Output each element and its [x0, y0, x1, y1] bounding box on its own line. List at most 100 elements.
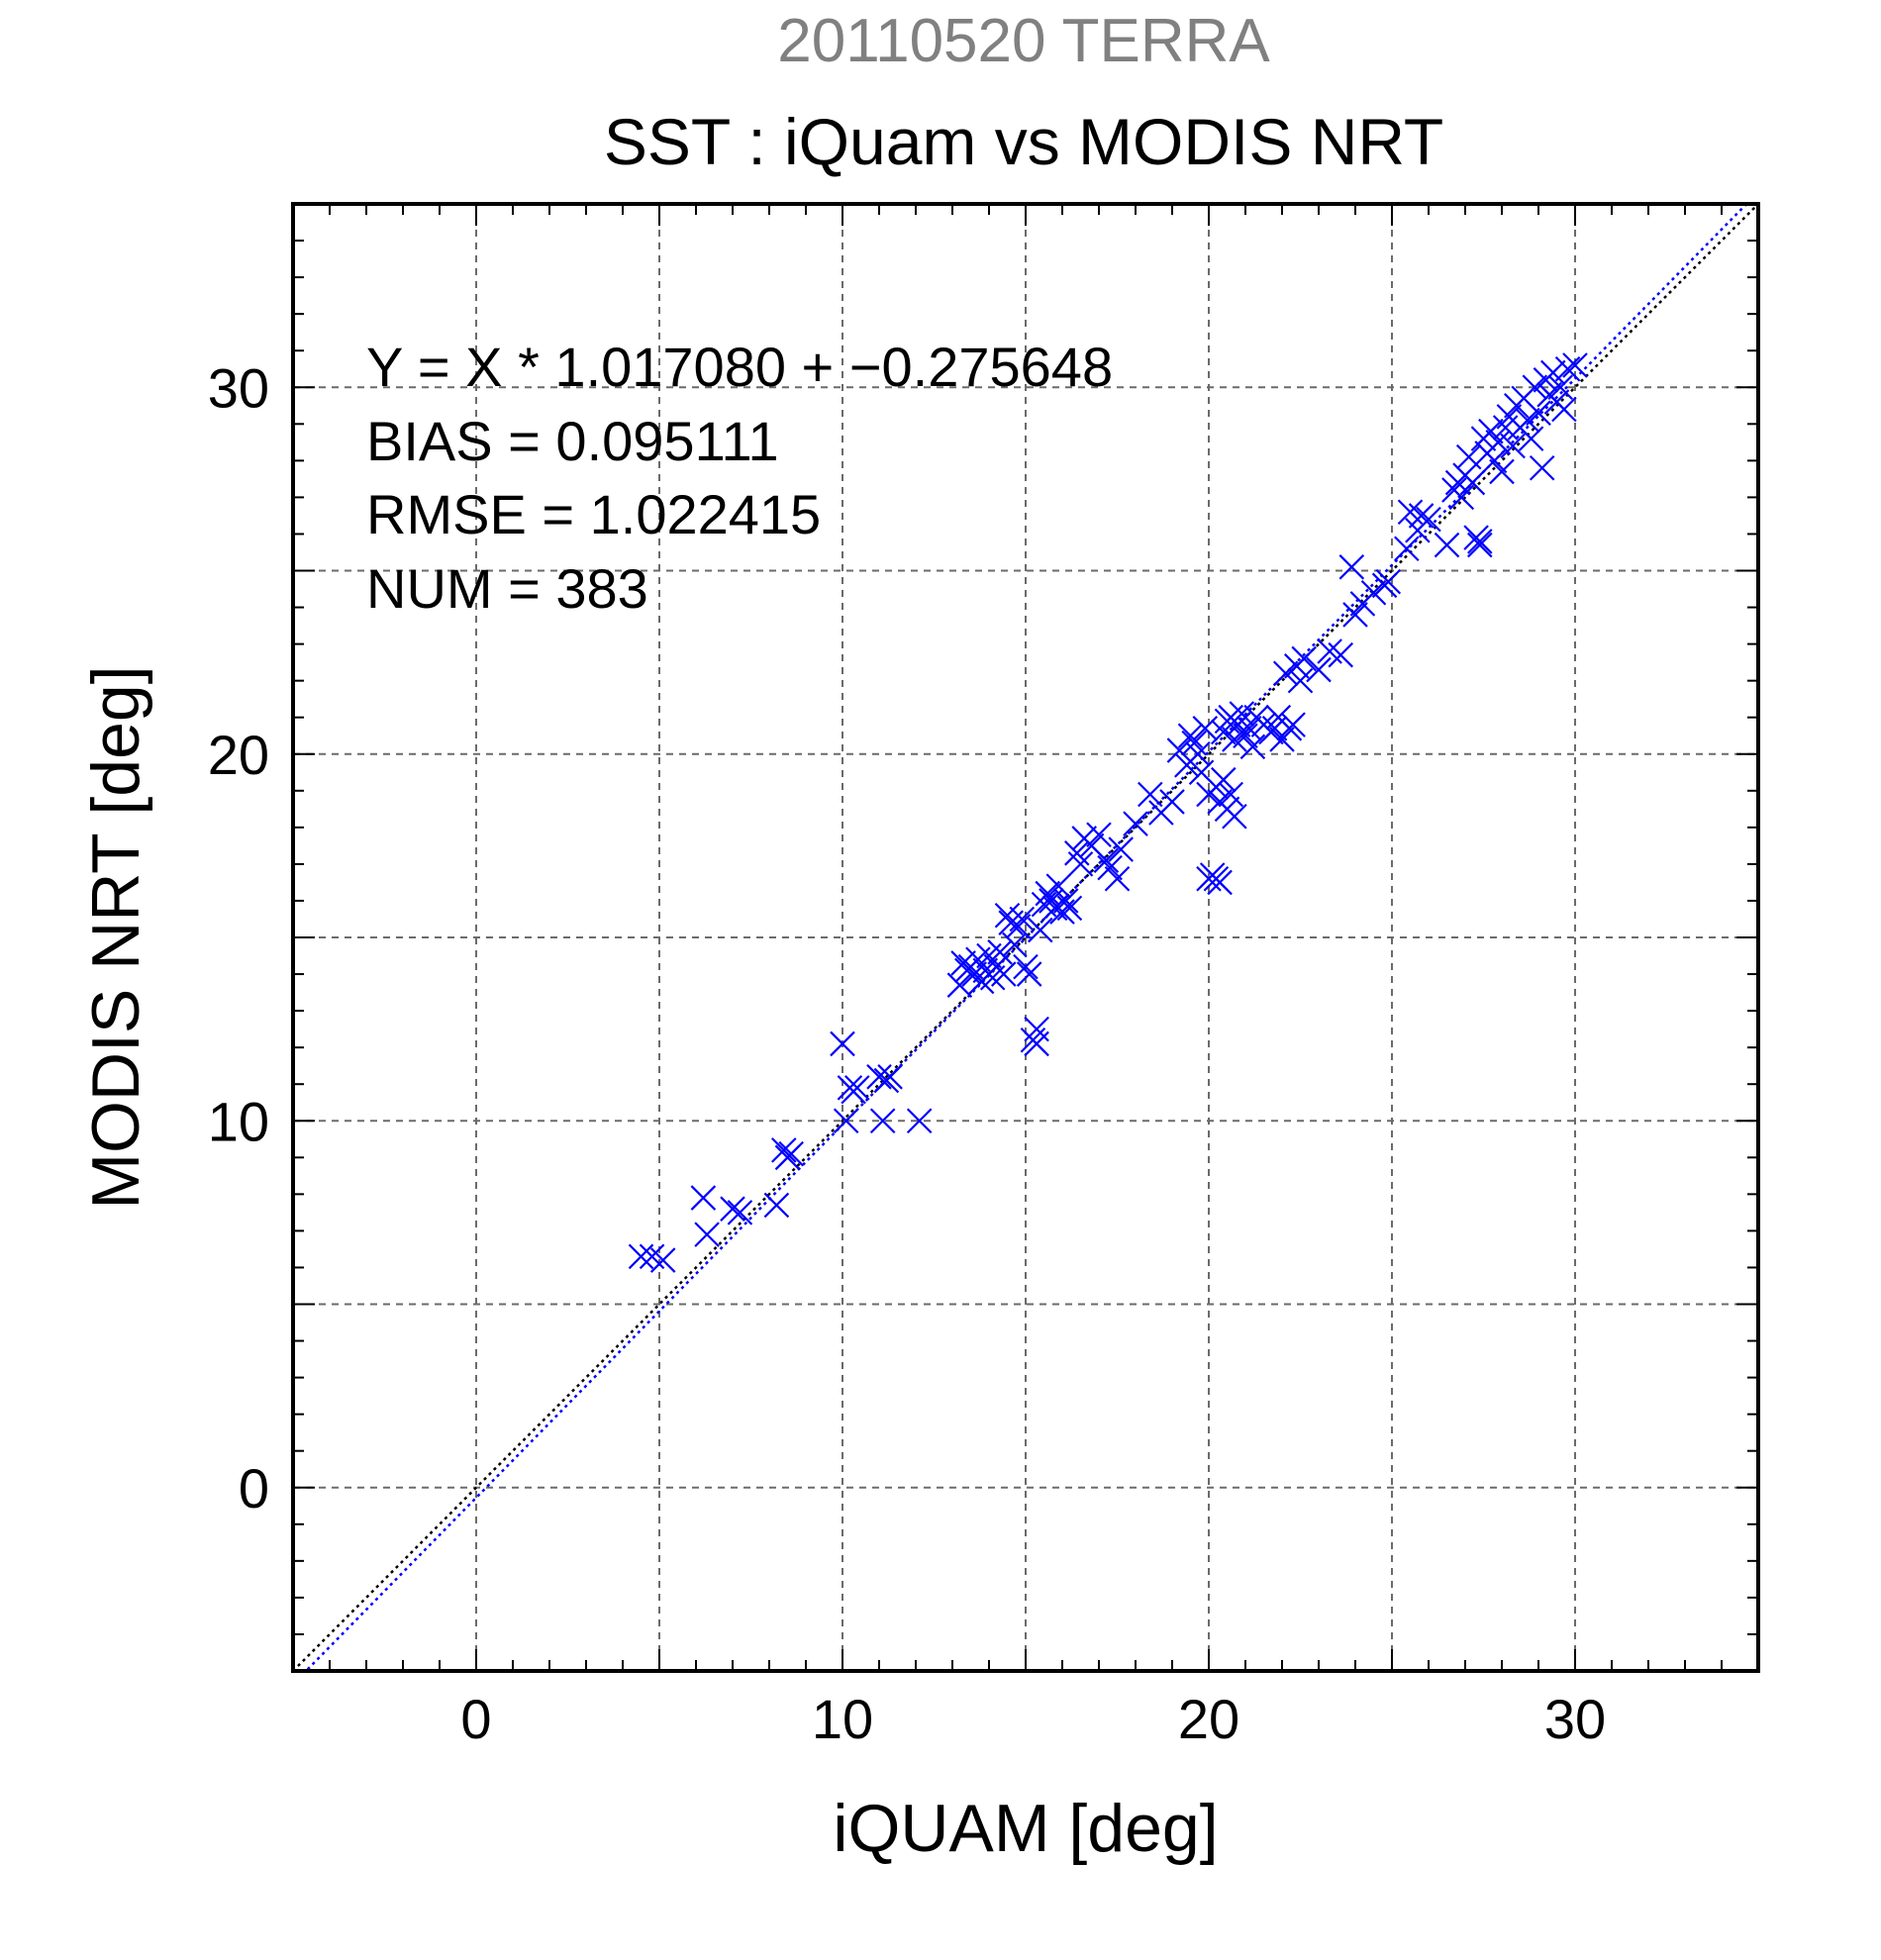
scatter-point — [906, 1108, 933, 1134]
y-tick-label: 10 — [208, 1090, 269, 1152]
scatter-point — [1291, 645, 1317, 672]
scatter-point — [1518, 426, 1544, 451]
scatter-point — [1448, 484, 1475, 511]
scatter-point — [1467, 529, 1493, 554]
grid — [293, 204, 1758, 1671]
x-tick-label: 20 — [1178, 1688, 1239, 1750]
scatter-points — [628, 352, 1588, 1273]
scatter-point — [1522, 374, 1548, 401]
scatter-point — [1434, 532, 1460, 558]
scatter-point — [1554, 355, 1581, 382]
scatter-point — [1222, 803, 1247, 830]
scatter-point — [1123, 811, 1148, 836]
plot-frame — [291, 202, 1760, 1673]
chart-subtitle: 20110520 TERRA — [777, 7, 1270, 75]
scatter-point — [987, 939, 1013, 965]
x-tick-label: 0 — [460, 1688, 491, 1750]
scatter-point — [1108, 836, 1134, 862]
y-tick-label: 30 — [208, 356, 269, 419]
scatter-point — [869, 1108, 896, 1134]
scatter-point — [1529, 454, 1555, 481]
scatter-point — [694, 1222, 720, 1247]
fit-line — [304, 204, 1749, 1671]
x-tick-labels: 0 10 20 30 — [460, 1688, 1606, 1750]
chart-title: SST : iQuam vs MODIS NRT — [604, 105, 1443, 178]
scatter-point — [1416, 506, 1441, 533]
scatter-point — [1086, 822, 1112, 848]
scatter-point — [1489, 458, 1515, 485]
scatter-point — [1138, 781, 1163, 808]
scatter-point — [1207, 869, 1233, 896]
scatter-point — [1093, 847, 1120, 873]
scatter-point — [1287, 667, 1314, 694]
scatter-point — [1342, 602, 1368, 628]
scatter-point — [1467, 532, 1493, 558]
scatter-point — [1013, 953, 1039, 980]
scatter-point — [1478, 418, 1504, 444]
scatter-point — [1067, 851, 1094, 877]
scatter-point — [1459, 469, 1486, 496]
scatter-point — [1239, 734, 1266, 760]
scatter-point — [1485, 430, 1512, 455]
scatter-point — [1005, 914, 1032, 939]
scatter-point — [1104, 865, 1131, 892]
scatter-point — [1035, 880, 1060, 907]
x-tick-label: 10 — [812, 1688, 873, 1750]
scatter-point — [1540, 359, 1566, 386]
scatter-point — [1233, 723, 1258, 749]
rmse-text: RMSE = 1.022415 — [366, 483, 821, 545]
scatter-point — [1269, 727, 1295, 752]
scatter-point — [1056, 895, 1083, 922]
scatter-point — [1562, 352, 1588, 378]
scatter-point — [1272, 660, 1299, 687]
scatter-point — [946, 972, 973, 998]
num-text: NUM = 383 — [366, 557, 648, 620]
scatter-point — [649, 1247, 676, 1273]
scatter-point — [1024, 1016, 1049, 1042]
stats-annotation: Y = X * 1.017080 + −0.275648 BIAS = 0.09… — [366, 336, 1113, 620]
y-axis-label: MODIS NRT [deg] — [78, 665, 153, 1209]
y-tick-labels: 0 10 20 30 — [208, 356, 269, 1519]
scatter-point — [1097, 854, 1123, 881]
scatter-point — [991, 961, 1017, 987]
scatter-point — [1009, 906, 1036, 932]
scatter-point — [763, 1192, 790, 1219]
scatter-point — [1306, 656, 1332, 683]
scatter-point — [1375, 568, 1402, 595]
scatter-point — [866, 1064, 892, 1090]
scatter-point — [1328, 641, 1353, 668]
scatter-point — [830, 1030, 855, 1057]
scatter-point — [1547, 374, 1573, 401]
scatter-point — [1045, 873, 1072, 899]
scatter-point — [1016, 961, 1042, 987]
x-tick-label: 30 — [1544, 1688, 1606, 1750]
scatter-point — [833, 1108, 859, 1134]
scatter-point — [1394, 536, 1420, 562]
regression-equation: Y = X * 1.017080 + −0.275648 — [366, 336, 1113, 398]
scatter-point — [1211, 766, 1237, 793]
scatter-point — [1177, 723, 1204, 749]
scatter-point — [877, 1064, 903, 1090]
scatter-point — [1500, 433, 1526, 459]
bias-text: BIAS = 0.095111 — [366, 410, 779, 472]
scatter-point — [1360, 579, 1387, 606]
scatter-point — [1338, 554, 1365, 580]
scatter-point — [628, 1243, 654, 1270]
scatter-point — [690, 1185, 717, 1211]
scatter-point — [1526, 400, 1551, 426]
scatter-point — [1028, 917, 1053, 943]
y-tick-label: 20 — [208, 724, 269, 786]
scatter-point — [1218, 781, 1243, 808]
scatter-point — [727, 1200, 753, 1225]
scatter-point — [771, 1137, 797, 1163]
scatter-point — [720, 1196, 745, 1222]
scatter-point — [1159, 789, 1185, 815]
scatter-point — [778, 1140, 804, 1167]
x-axis-label: iQUAM [deg] — [833, 1791, 1218, 1866]
scatter-point — [844, 1075, 870, 1101]
scatter-point — [1408, 503, 1435, 529]
scatter-point — [1551, 396, 1577, 423]
y-tick-label: 0 — [239, 1457, 269, 1519]
